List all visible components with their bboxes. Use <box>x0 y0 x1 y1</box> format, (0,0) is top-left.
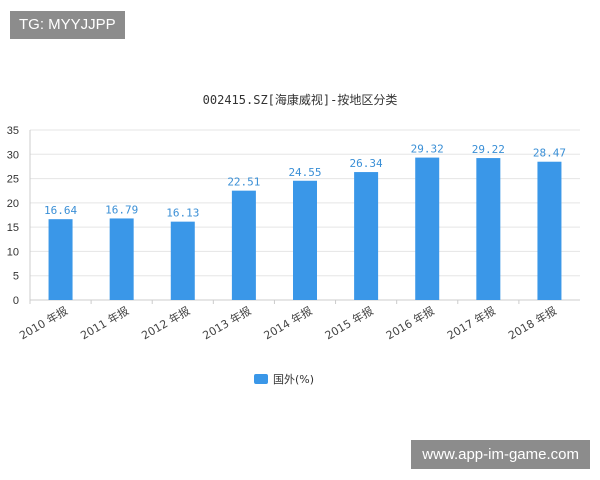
data-label: 29.22 <box>472 143 505 156</box>
y-tick-label: 15 <box>7 222 19 234</box>
bar[interactable] <box>231 190 256 300</box>
y-tick-label: 20 <box>7 198 19 210</box>
y-tick-label: 5 <box>13 271 19 283</box>
x-tick-label: 2012 年报 <box>139 303 192 342</box>
y-tick-label: 10 <box>7 246 19 258</box>
data-labels: 16.64 16.79 16.13 22.51 24.55 26.34 29.32 29.22… <box>44 143 566 220</box>
x-tick-label: 2010 年报 <box>17 303 70 342</box>
x-tick-label: 2011 年报 <box>78 303 131 342</box>
x-axis: 2010 年报 2011 年报 2012 年报 2013 年报 2014 年报 2015 … <box>17 300 559 342</box>
data-label: 28.47 <box>533 147 566 160</box>
y-tick-label: 0 <box>13 295 19 307</box>
bar[interactable] <box>293 180 317 300</box>
legend-label: 国外(%) <box>273 373 314 386</box>
bar[interactable] <box>354 172 379 300</box>
bar[interactable] <box>109 218 134 300</box>
bar[interactable] <box>476 158 501 300</box>
y-axis: 0 5 10 15 20 25 30 35 <box>7 125 19 307</box>
watermark-top: TG: MYYJJPP <box>10 11 125 39</box>
x-tick-label: 2016 年报 <box>383 303 436 342</box>
x-tick-label: 2013 年报 <box>200 303 253 342</box>
data-label: 16.64 <box>44 204 77 217</box>
data-label: 26.34 <box>350 157 383 170</box>
x-tick-label: 2015 年报 <box>322 303 375 342</box>
y-tick-label: 35 <box>7 125 19 137</box>
data-label: 16.79 <box>105 203 138 216</box>
watermark-bottom: www.app-im-game.com <box>411 440 590 469</box>
legend[interactable]: 国外(%) <box>254 373 314 386</box>
chart-title: 002415.SZ[海康威视]-按地区分类 <box>203 92 398 107</box>
bar[interactable] <box>415 157 440 300</box>
bar[interactable] <box>48 219 73 300</box>
bar[interactable] <box>170 221 195 300</box>
bar[interactable] <box>537 161 562 300</box>
y-tick-label: 25 <box>7 174 19 186</box>
x-tick-label: 2014 年报 <box>261 303 314 342</box>
legend-swatch <box>254 374 268 384</box>
y-tick-label: 30 <box>7 149 19 161</box>
data-label: 24.55 <box>288 166 321 179</box>
x-tick-label: 2018 年报 <box>506 303 559 342</box>
data-label: 16.13 <box>166 207 199 220</box>
x-tick-label: 2017 年报 <box>445 303 498 342</box>
data-label: 22.51 <box>227 176 260 189</box>
bars <box>48 157 562 300</box>
data-label: 29.32 <box>411 143 444 156</box>
